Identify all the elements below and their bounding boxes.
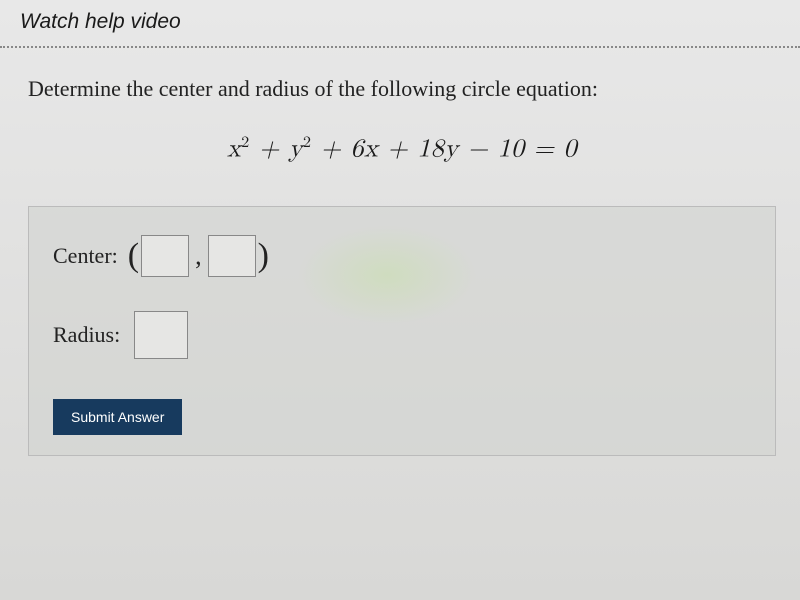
center-x-input[interactable] [141,235,189,277]
question-prompt: Determine the center and radius of the f… [28,76,776,102]
watch-help-video-link[interactable]: Watch help video [20,10,181,34]
submit-answer-button[interactable]: Submit Answer [53,399,182,435]
radius-row: Radius: [53,311,751,359]
center-row: Center: ( , ) [53,235,751,277]
center-label: Center: [53,243,118,269]
answer-box: Center: ( , ) Radius: Submit Answer [28,206,776,456]
circle-equation: x2 + y2 + 6x + 18y − 10 = 0 [28,134,776,166]
radius-input[interactable] [134,311,188,359]
comma-separator: , [189,241,208,271]
radius-label: Radius: [53,322,120,348]
header-bar: Watch help video [0,0,800,48]
question-area: Determine the center and radius of the f… [0,48,800,480]
close-paren: ) [256,239,271,273]
center-y-input[interactable] [208,235,256,277]
open-paren: ( [126,239,141,273]
